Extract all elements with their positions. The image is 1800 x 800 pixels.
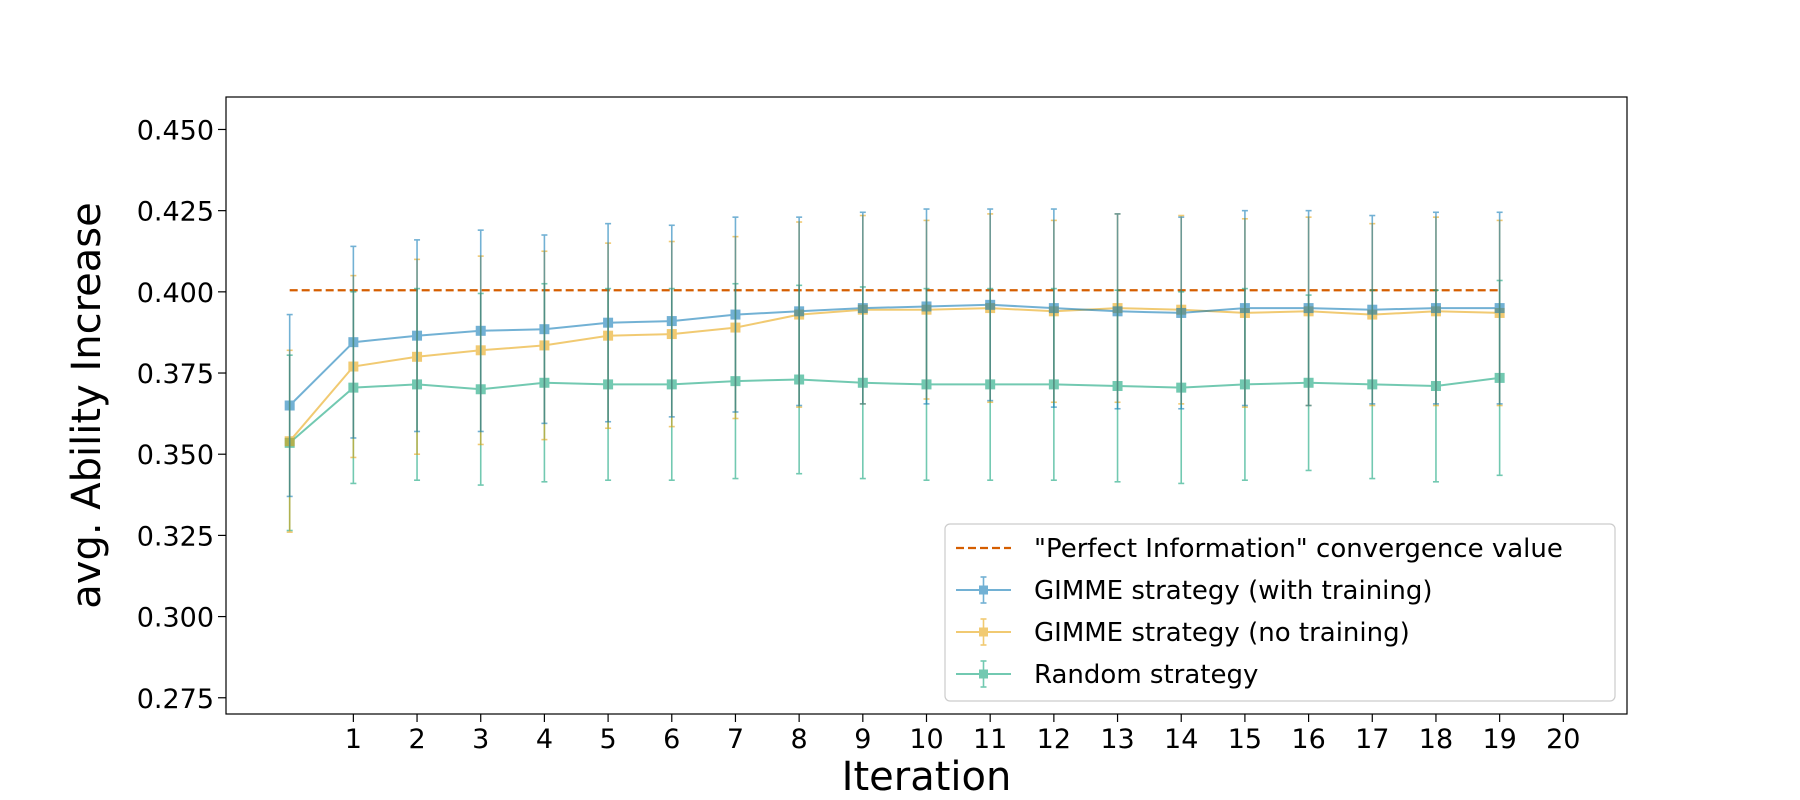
data-point	[284, 400, 295, 411]
data-point	[539, 324, 550, 335]
data-point	[857, 303, 868, 314]
data-point	[666, 316, 677, 327]
data-point	[1239, 303, 1250, 314]
data-point	[1048, 303, 1059, 314]
legend-handle-marker	[979, 585, 988, 595]
x-tick-label: 2	[408, 724, 425, 755]
x-axis-label: Iteration	[842, 754, 1012, 800]
x-tick-label: 5	[599, 724, 616, 755]
legend-label: Random strategy	[1034, 660, 1258, 690]
x-tick-label: 3	[472, 724, 489, 755]
y-tick-label: 0.300	[137, 603, 214, 634]
y-tick-label: 0.325	[137, 521, 214, 552]
series-2	[284, 279, 1505, 532]
legend-handle-series-1	[956, 618, 1011, 646]
legend: "Perfect Information" convergence value G…	[944, 523, 1616, 702]
x-tick-label: 11	[973, 724, 1007, 755]
legend-handle-marker	[979, 627, 988, 637]
data-point	[412, 330, 423, 341]
data-point	[1112, 306, 1123, 317]
data-point	[1494, 303, 1505, 314]
y-tick-label: 0.450	[137, 115, 214, 146]
x-tick-label: 20	[1546, 724, 1580, 755]
x-tick-label: 17	[1355, 724, 1389, 755]
series-line	[288, 307, 1500, 442]
x-tick-label: 10	[909, 724, 943, 755]
x-tick-label: 14	[1164, 724, 1198, 755]
data-point	[1303, 303, 1314, 314]
x-tick-label: 13	[1100, 724, 1134, 755]
data-point	[794, 306, 805, 317]
y-tick-label: 0.425	[137, 197, 214, 228]
legend-label: GIMME strategy (no training)	[1034, 618, 1410, 648]
series-line	[288, 303, 1500, 407]
data-point	[921, 301, 932, 312]
legend-handle-marker	[979, 669, 988, 679]
data-layer	[284, 208, 1505, 533]
x-tick-label: 4	[536, 724, 553, 755]
x-tick-label: 19	[1482, 724, 1516, 755]
data-point	[1367, 304, 1378, 315]
x-tick-label: 16	[1291, 724, 1325, 755]
data-point	[475, 325, 486, 336]
y-tick-label: 0.400	[137, 278, 214, 309]
x-tick-label: 7	[727, 724, 744, 755]
y-tick-label: 0.350	[137, 440, 214, 471]
data-point	[603, 317, 614, 328]
legend-label: GIMME strategy (with training)	[1034, 576, 1433, 606]
data-point	[348, 337, 359, 348]
y-axis-label: avg. Ability Increase	[64, 202, 110, 608]
axes-layer: 0.275 0.300 0.325 0.350 0.375 0.400 0.425 0.450…	[64, 96, 1628, 800]
x-tick-label: 12	[1037, 724, 1071, 755]
legend-label: "Perfect Information" convergence value	[1034, 534, 1563, 564]
legend-handle-series-0	[956, 576, 1011, 604]
y-tick-label: 0.275	[137, 684, 214, 715]
x-tick-label: 1	[345, 724, 362, 755]
data-point	[1176, 307, 1187, 318]
x-tick-label: 8	[791, 724, 808, 755]
data-point	[985, 299, 996, 310]
series-1	[284, 213, 1505, 533]
series-0	[284, 208, 1505, 498]
legend-box	[944, 523, 1616, 702]
data-point	[1430, 303, 1441, 314]
data-point	[730, 309, 741, 320]
x-tick-label: 6	[663, 724, 680, 755]
x-tick-label: 9	[854, 724, 871, 755]
y-tick-label: 0.375	[137, 359, 214, 390]
legend-handle-series-2	[956, 660, 1011, 688]
series-line	[289, 376, 1500, 444]
x-tick-label: 15	[1228, 724, 1262, 755]
x-tick-label: 18	[1419, 724, 1453, 755]
